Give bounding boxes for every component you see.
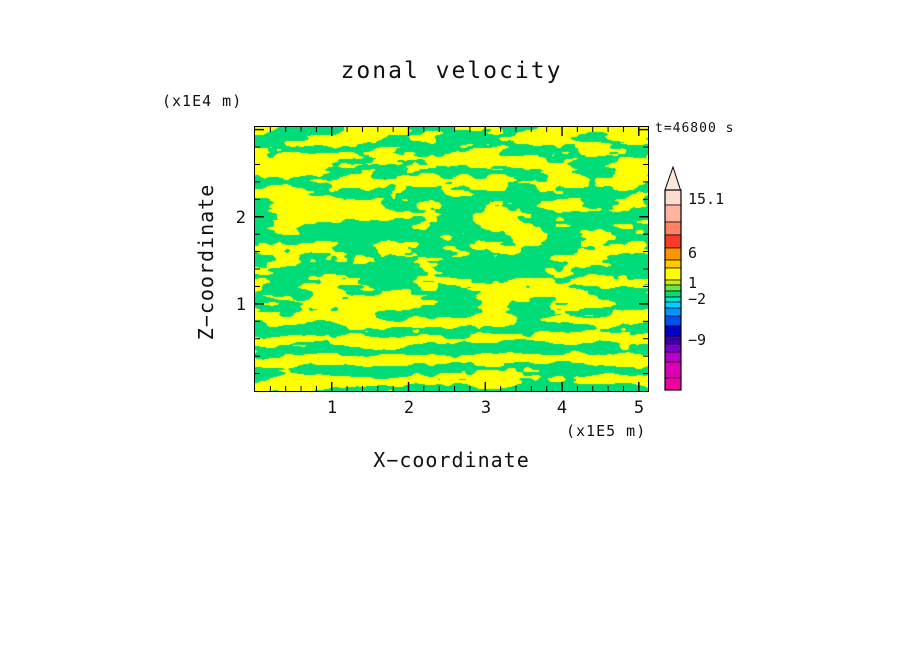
x-tick-label-1: 1 bbox=[326, 398, 338, 418]
colorbar-label-6: 6 bbox=[688, 244, 698, 262]
x-tick-label-2: 2 bbox=[403, 398, 415, 418]
plot-title: zonal velocity bbox=[340, 58, 563, 84]
colorbar bbox=[664, 166, 682, 391]
x-tick-label-5: 5 bbox=[633, 398, 645, 418]
y-axis-unit-label: (x1E4 m) bbox=[162, 92, 243, 110]
time-label: t=46800 s bbox=[655, 121, 735, 136]
heatmap-canvas bbox=[255, 127, 648, 391]
x-axis-unit-label: (x1E5 m) bbox=[566, 422, 647, 440]
colorbar-label-neg2: −2 bbox=[688, 290, 707, 308]
x-tick-label-4: 4 bbox=[556, 398, 568, 418]
plot-area bbox=[254, 126, 649, 392]
y-axis-label: Z−coordinate bbox=[194, 183, 218, 341]
colorbar-label-15-1: 15.1 bbox=[688, 190, 725, 208]
y-tick-label-2: 2 bbox=[235, 208, 246, 228]
colorbar-label-neg9: −9 bbox=[688, 331, 707, 349]
y-tick-label-1: 1 bbox=[235, 295, 246, 315]
x-tick-label-3: 3 bbox=[480, 398, 492, 418]
colorbar-label-1: 1 bbox=[688, 274, 698, 292]
x-axis-label: X−coordinate bbox=[373, 448, 530, 472]
